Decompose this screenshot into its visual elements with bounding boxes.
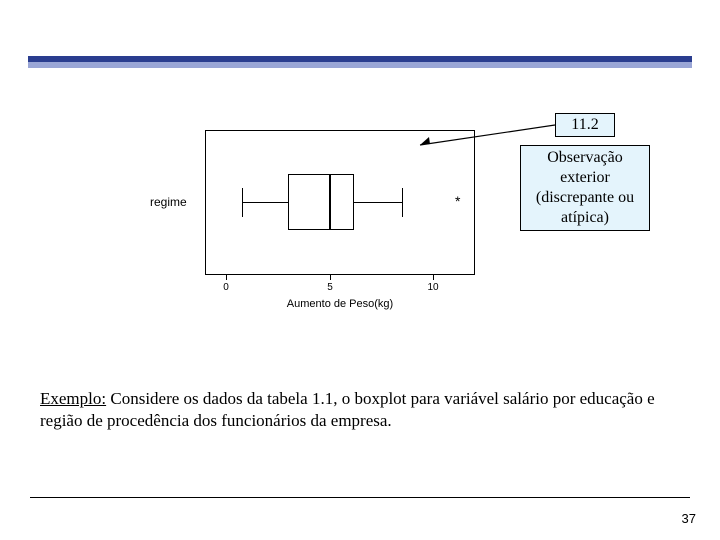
box: [288, 174, 354, 230]
example-paragraph: Exemplo: Considere os dados da tabela 1.…: [40, 388, 660, 432]
callout-outlier-value: 11.2: [555, 113, 615, 137]
tick-label: 5: [327, 282, 333, 293]
example-body: Considere os dados da tabela 1.1, o boxp…: [40, 389, 655, 430]
median-line: [329, 174, 331, 230]
page-number: 37: [682, 511, 696, 526]
boxplot-chart: regime * 0 5 10 Aumento de Peso(kg): [150, 130, 480, 330]
tick-label: 10: [427, 282, 438, 293]
tick: [330, 275, 331, 280]
whisker-low: [242, 202, 288, 203]
bottom-rule: [30, 497, 690, 498]
tick-label: 0: [223, 282, 229, 293]
outlier-marker: *: [455, 193, 460, 209]
whisker-cap-high: [402, 188, 403, 217]
tick: [226, 275, 227, 280]
top-rule-decoration: [28, 56, 692, 62]
x-axis-label: Aumento de Peso(kg): [205, 298, 475, 310]
whisker-high: [354, 202, 402, 203]
callout-outlier-note: Observação exterior (discrepante ou atíp…: [520, 145, 650, 231]
y-axis-label: regime: [150, 195, 187, 209]
tick: [433, 275, 434, 280]
example-label: Exemplo:: [40, 389, 106, 408]
boxplot-series: *: [205, 174, 475, 231]
